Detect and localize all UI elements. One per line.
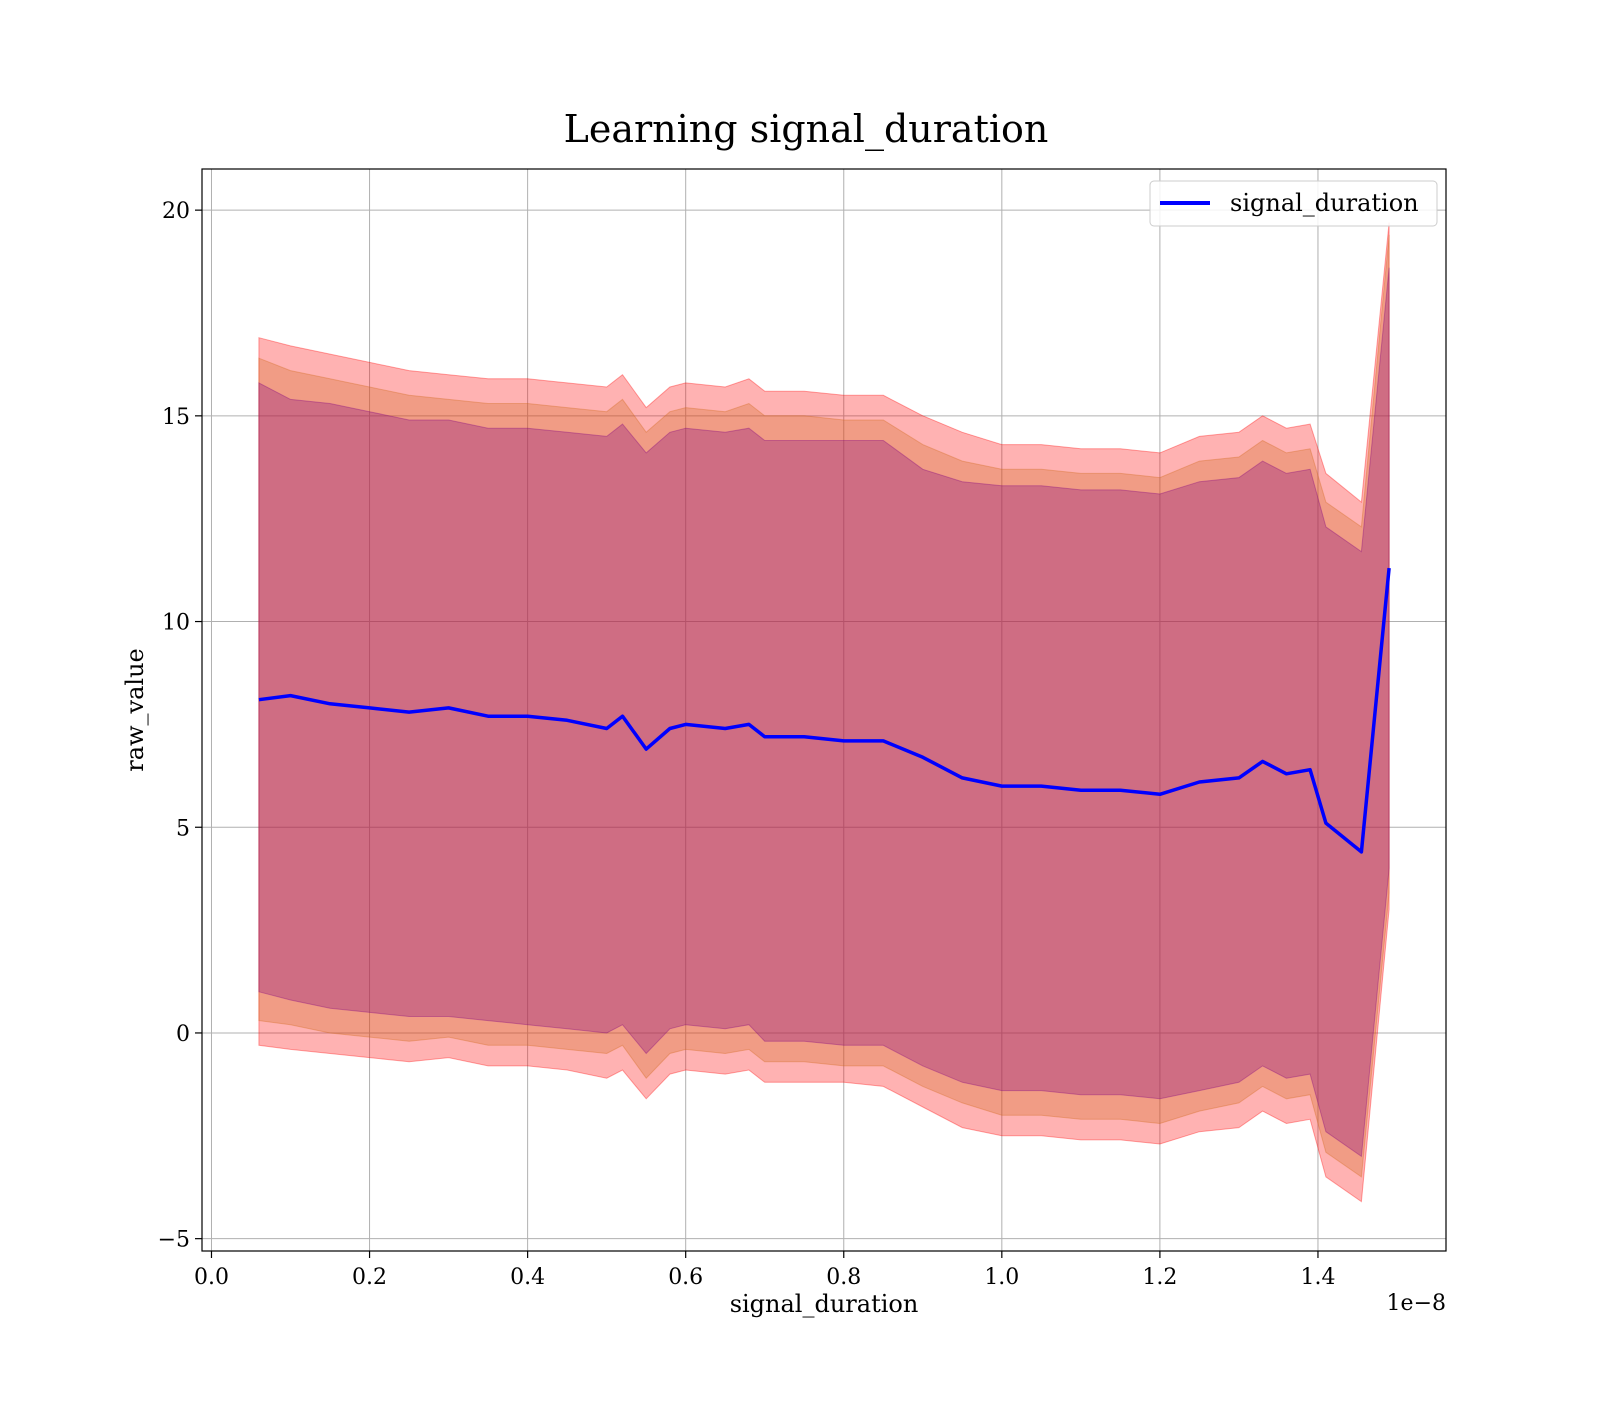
x-tick-label: 1.2	[1142, 1265, 1177, 1290]
y-tick-label: 20	[162, 199, 190, 224]
y-tick-label: 15	[162, 405, 190, 430]
x-tick-label: 1.4	[1300, 1265, 1335, 1290]
x-tick-label: 0.2	[352, 1265, 387, 1290]
chart-title: Learning signal_duration	[564, 107, 1049, 152]
x-tick-label: 0.0	[194, 1265, 229, 1290]
y-tick-label: 0	[176, 1022, 190, 1047]
y-tick-label: 5	[176, 816, 190, 841]
y-axis-label: raw_value	[121, 648, 149, 772]
legend: signal_duration	[1150, 181, 1437, 226]
x-tick-label: 0.4	[510, 1265, 545, 1290]
x-tick-label: 0.8	[826, 1265, 861, 1290]
y-tick-label: 10	[162, 611, 190, 636]
confidence-bands	[259, 223, 1389, 1202]
x-axis-offset-label: 1e−8	[1387, 1291, 1446, 1316]
x-tick-label: 1.0	[984, 1265, 1019, 1290]
x-tick-label: 0.6	[668, 1265, 703, 1290]
y-tick-label: −5	[158, 1228, 190, 1253]
legend-label-signal-duration: signal_duration	[1230, 189, 1419, 217]
x-axis-label: signal_duration	[730, 1290, 919, 1318]
